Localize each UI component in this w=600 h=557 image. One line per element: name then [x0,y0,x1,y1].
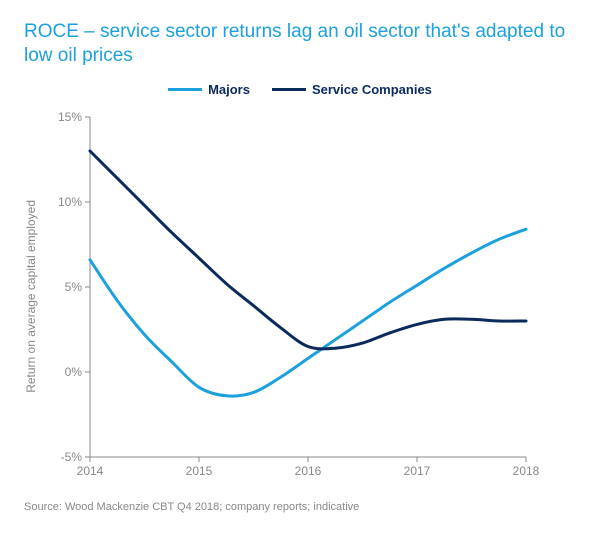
legend-label-majors: Majors [208,82,250,97]
svg-text:2018: 2018 [513,464,540,478]
svg-text:0%: 0% [65,365,83,379]
svg-text:2015: 2015 [186,464,213,478]
source-text: Source: Wood Mackenzie CBT Q4 2018; comp… [24,501,576,513]
chart-title: ROCE – service sector returns lag an oil… [24,20,576,68]
line-chart: -5% 0% 5% 10% 15% 2014 2015 2016 2017 2018 [44,107,544,487]
legend-label-service: Service Companies [312,82,432,97]
svg-text:5%: 5% [65,280,83,294]
legend-item-majors: Majors [168,82,250,97]
svg-text:2016: 2016 [295,464,322,478]
svg-text:15%: 15% [58,110,82,124]
svg-text:10%: 10% [58,195,82,209]
y-axis-label: Return on average capital employed [24,200,38,393]
legend: Majors Service Companies [24,82,576,97]
svg-text:2014: 2014 [77,464,104,478]
legend-swatch-service [272,88,306,91]
svg-text:-5%: -5% [61,450,83,464]
legend-item-service: Service Companies [272,82,432,97]
svg-text:2017: 2017 [404,464,431,478]
legend-swatch-majors [168,88,202,91]
